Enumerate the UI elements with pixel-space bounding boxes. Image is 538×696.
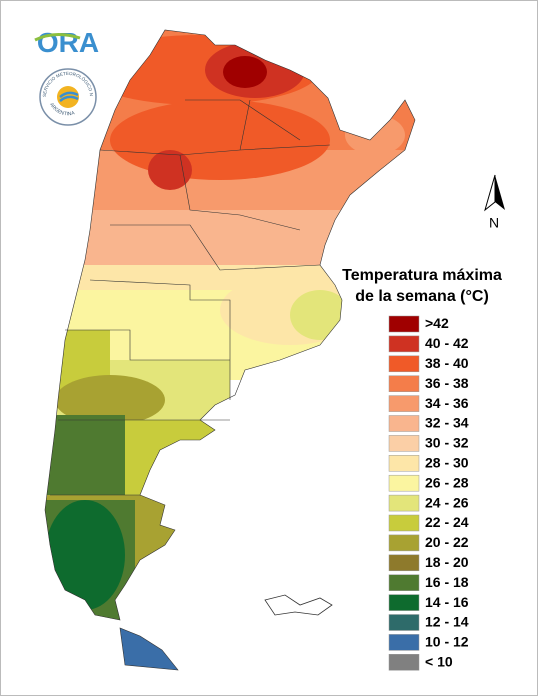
- legend-swatch: [388, 375, 420, 392]
- legend-label: 20 - 22: [425, 534, 469, 550]
- province-borders: [44, 29, 416, 671]
- north-label: N: [489, 215, 499, 231]
- legend-swatch: [388, 415, 420, 432]
- legend-swatch: [388, 435, 420, 452]
- legend-swatch: [388, 574, 420, 591]
- legend-label: 24 - 26: [425, 494, 469, 510]
- legend-label: 38 - 40: [425, 355, 469, 371]
- legend-label: 36 - 38: [425, 375, 469, 391]
- legend-swatch: [388, 315, 420, 333]
- legend-label: 34 - 36: [425, 395, 469, 411]
- legend-swatch: [388, 534, 420, 552]
- legend: >42 40 - 42 38 - 40 36 - 38 34 - 36 32 - 34 30…: [388, 315, 469, 671]
- legend-swatch: [388, 474, 420, 492]
- legend-swatch: [388, 335, 420, 353]
- legend-label: 32 - 34: [425, 415, 469, 431]
- legend-swatch: [388, 494, 420, 512]
- legend-label: 22 - 24: [425, 514, 469, 530]
- legend-label: 18 - 20: [425, 554, 469, 570]
- legend-label: 16 - 18: [425, 574, 469, 590]
- legend-swatch: [388, 634, 420, 651]
- legend-title: de la semana (°C): [355, 288, 489, 305]
- legend-swatch: [388, 594, 420, 611]
- legend-label: 14 - 16: [425, 594, 469, 610]
- legend-label: 26 - 28: [425, 474, 469, 490]
- legend-label: 10 - 12: [425, 634, 469, 650]
- legend-swatch: [388, 355, 420, 373]
- legend-label: >42: [425, 315, 449, 331]
- legend-label: 40 - 42: [425, 335, 469, 351]
- falkland-islands: [264, 594, 333, 616]
- legend-swatch: [388, 455, 420, 472]
- logo-swoosh: [34, 33, 81, 42]
- legend-swatch: [388, 654, 420, 671]
- legend-swatch: [388, 614, 420, 631]
- legend-title: Temperatura máxima: [342, 267, 502, 284]
- legend-label: 30 - 32: [425, 435, 469, 451]
- legend-swatch: [388, 554, 420, 572]
- north-arrow: N: [484, 174, 505, 231]
- legend-label: 28 - 30: [425, 455, 469, 471]
- legend-swatch: [388, 514, 420, 532]
- seal-waves: [59, 91, 79, 102]
- legend-label: 12 - 14: [425, 614, 469, 630]
- logo-text: ORA: [37, 27, 99, 58]
- legend-label: < 10: [425, 654, 453, 670]
- legend-swatch: [388, 395, 420, 412]
